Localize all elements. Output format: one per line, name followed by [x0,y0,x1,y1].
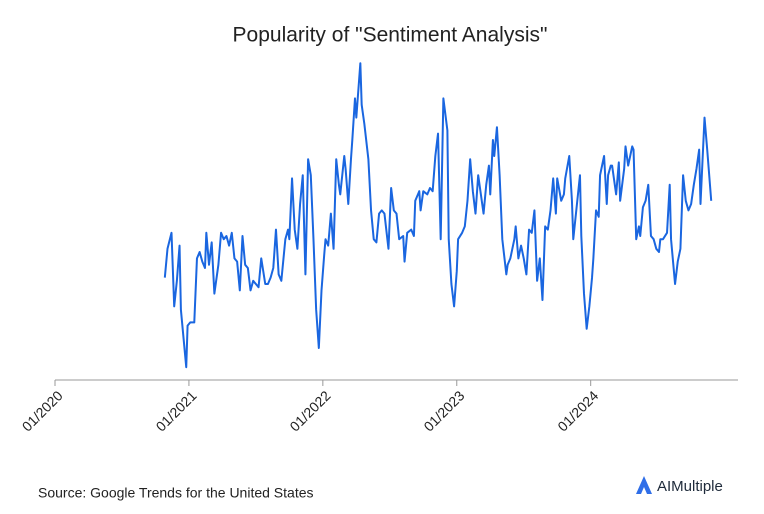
brand-icon [636,476,652,494]
x-tick-label: 01/2022 [286,387,333,434]
x-tick-label: 01/2020 [19,387,66,434]
x-tick-label: 01/2024 [554,387,601,434]
x-tick-label: 01/2023 [420,387,467,434]
x-tick-label: 01/2021 [153,387,200,434]
brand-name: AIMultiple [657,478,723,495]
chart-title: Popularity of "Sentiment Analysis" [233,24,548,47]
brand-logo: AIMultiple [636,476,723,495]
data-line [163,62,713,369]
source-note: Source: Google Trends for the United Sta… [38,485,314,501]
